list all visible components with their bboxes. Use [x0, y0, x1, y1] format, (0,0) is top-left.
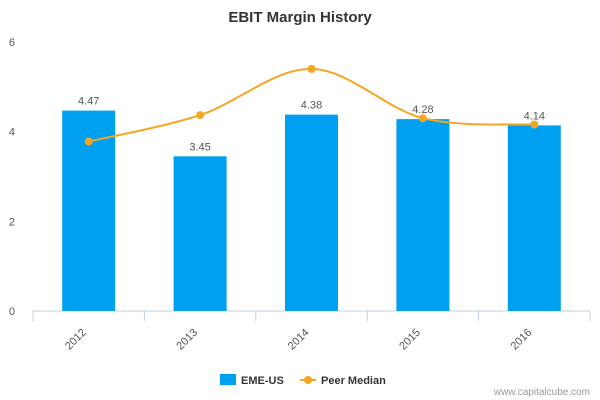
chart-title: EBIT Margin History [228, 9, 372, 26]
credit-text: www.capitalcube.com [493, 387, 590, 398]
bar-2014 [285, 114, 338, 311]
bar-label-2016: 4.14 [524, 110, 545, 122]
peer-point-2016 [530, 120, 539, 129]
bar-2013 [173, 156, 227, 311]
bar-label-2014: 4.38 [301, 100, 322, 112]
bar-data-labels: 4.47 3.45 4.38 4.28 4.14 [78, 96, 545, 154]
y-tick-label: 6 [9, 37, 15, 49]
y-axis: 0 2 4 6 [9, 37, 15, 318]
peer-point-2012 [84, 137, 93, 146]
bar-label-2015: 4.28 [412, 104, 433, 116]
peer-point-2015 [418, 114, 427, 123]
legend-label-eme-us: EME-US [241, 375, 284, 387]
bar-label-2012: 4.47 [78, 96, 99, 108]
x-axis: 2012 2013 2014 2015 2016 [32, 311, 591, 353]
peer-median-points [84, 64, 539, 146]
bar-label-2013: 3.45 [189, 141, 210, 153]
bar-2015 [396, 119, 450, 311]
y-tick-label: 2 [9, 216, 15, 228]
y-tick-label: 4 [9, 127, 15, 139]
x-tick-label: 2013 [174, 327, 200, 353]
x-tick-label: 2016 [509, 327, 535, 353]
legend-marker-peer-median [304, 376, 312, 384]
peer-point-2014 [307, 64, 316, 73]
y-tick-label: 0 [9, 306, 15, 318]
x-tick-label: 2014 [286, 327, 312, 353]
bar-series [62, 110, 561, 311]
legend: EME-US Peer Median [220, 374, 386, 387]
legend-swatch-eme-us [220, 374, 236, 385]
peer-point-2013 [196, 111, 205, 120]
legend-label-peer-median: Peer Median [321, 375, 386, 387]
x-tick-label: 2012 [63, 327, 89, 353]
x-tick-label: 2015 [397, 327, 423, 353]
bar-2016 [507, 125, 561, 311]
